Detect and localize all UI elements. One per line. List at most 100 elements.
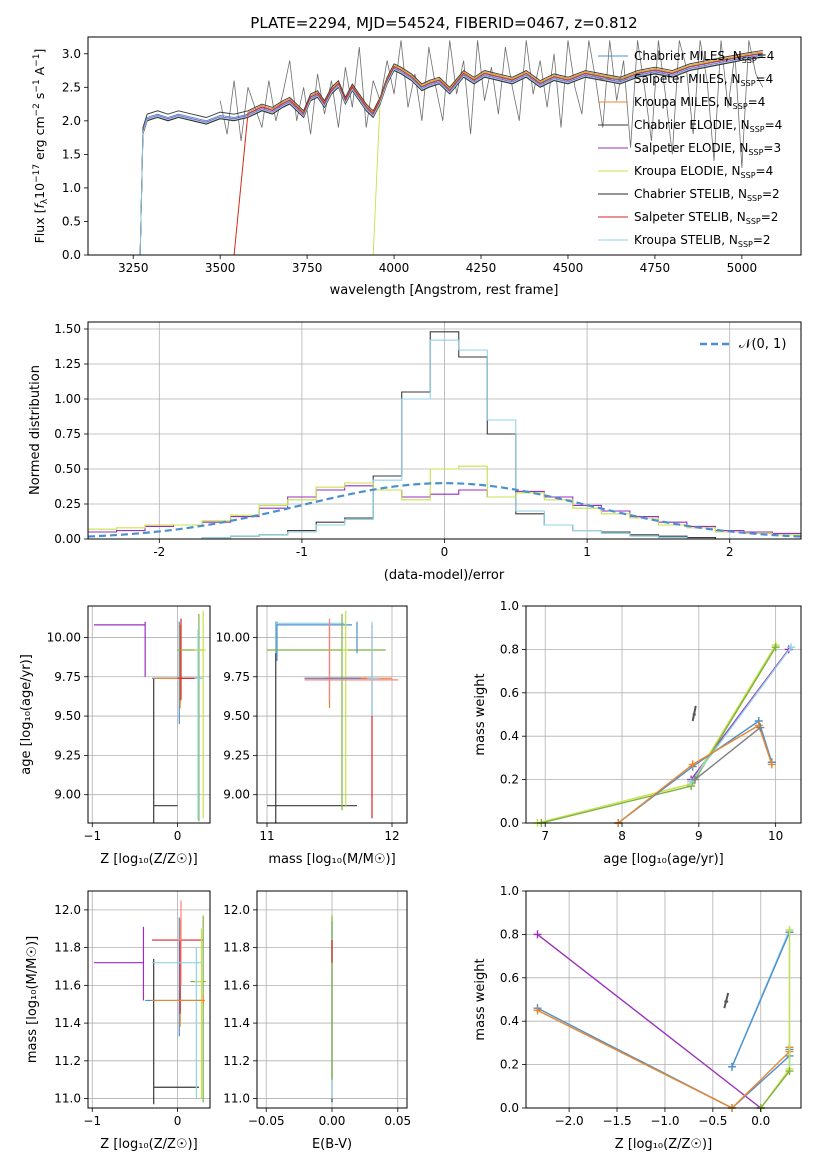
x-tick-label: 11	[259, 829, 274, 843]
spectrum-axes-frame	[87, 36, 802, 256]
y-tick-label: 0.4	[500, 1014, 519, 1028]
weight-marker	[771, 643, 780, 652]
y-tick-label: 10.00	[216, 630, 250, 644]
weight-marker	[533, 930, 542, 939]
y-tick: 2.5	[62, 80, 88, 94]
x-tick-label: 2	[726, 545, 734, 559]
x-tick-label: −1.5	[602, 1114, 631, 1128]
y-tick: 11.0	[223, 1092, 257, 1106]
weight-marker	[756, 723, 765, 732]
spectrum-plot-area	[94, 40, 764, 255]
weight-line	[694, 726, 761, 781]
legend-entry: Salpeter MILES, NSSP=4	[634, 72, 773, 88]
age-vs-mass-x-label: mass [log₁₀(M/M☉)]	[268, 852, 395, 867]
y-tick-label: 9.50	[54, 709, 81, 723]
x-tick: 0.05	[384, 1108, 411, 1128]
y-tick-label: 9.00	[54, 788, 81, 802]
y-tick: 11.8	[223, 941, 257, 955]
x-tick-label: 4000	[379, 261, 410, 275]
y-tick: 1.0	[500, 599, 526, 613]
legend-subscript: SSP	[750, 125, 765, 134]
y-tick-label: 1.00	[54, 392, 81, 406]
x-tick-label: −0.5	[698, 1114, 727, 1128]
y-tick-label: 12.0	[223, 903, 250, 917]
y-tick-label: 9.25	[54, 748, 81, 762]
mass-vs-Z-y-ticks: 11.0 11.2 11.4 11.6 11.8 12.0	[54, 903, 88, 1106]
age-vs-Z-axes-frame	[87, 605, 211, 824]
weight-marker	[767, 760, 776, 769]
x-tick: −1.5	[602, 1108, 632, 1128]
y-tick: 11.4	[223, 1016, 257, 1030]
y-tick: 9.75	[223, 670, 257, 684]
model-spectrum-line	[94, 49, 763, 255]
y-tick: 9.50	[223, 709, 257, 723]
x-tick: 0	[174, 1108, 181, 1128]
y-tick: 0.0	[62, 248, 88, 262]
x-tick-label: 3250	[118, 261, 149, 275]
y-tick: 1.0	[62, 181, 88, 195]
y-tick-label: 9.00	[223, 788, 250, 802]
age-vs-mass-axes-frame	[256, 605, 408, 824]
residuals-y-ticks: 0.00 0.25 0.50 0.75 1.00 1.25 1.50	[54, 322, 88, 546]
y-tick-label: 10.00	[47, 630, 81, 644]
age-vs-Z-grid	[88, 606, 210, 823]
age-vs-mass-grid	[257, 606, 407, 823]
x-tick: 1	[583, 539, 591, 559]
x-tick: 11	[259, 823, 275, 843]
weight-line	[760, 930, 791, 1109]
y-tick: 1.0	[500, 884, 526, 898]
legend-value: =4	[757, 49, 775, 63]
y-tick-label: 11.6	[54, 978, 81, 992]
x-tick: 4250	[466, 255, 496, 275]
x-tick-label: 3500	[205, 261, 236, 275]
legend-value: =4	[765, 118, 783, 132]
age-vs-Z-y-label: age [log₁₀(age/yr)]	[19, 654, 34, 775]
age-vs-mass-x-ticks: 11 12	[259, 823, 400, 843]
y-tick-label: 12.0	[54, 903, 81, 917]
y-tick: 3.0	[62, 47, 88, 61]
y-tick: 0.4	[500, 1014, 526, 1028]
y-tick-label: 0.50	[54, 462, 81, 476]
y-tick-label: 11.4	[54, 1016, 81, 1030]
y-tick: 0.2	[500, 1058, 526, 1072]
massweight-vs-Z-y-ticks: 0.0 0.2 0.4 0.6 0.8 1.0	[500, 884, 526, 1115]
age-vs-mass-plot-area	[267, 610, 399, 823]
weight-line	[541, 646, 777, 824]
y-tick-label: 1.50	[54, 322, 81, 336]
legend-entry: Chabrier MILES, NSSP=4	[634, 49, 774, 65]
y-tick: 11.6	[223, 978, 257, 992]
x-tick: 9	[695, 823, 703, 843]
x-tick-label: 1	[583, 545, 591, 559]
x-tick-label: -2	[153, 545, 165, 559]
legend-entry: Salpeter STELIB, NSSP=2	[634, 210, 778, 226]
legend-value: =4	[756, 72, 774, 86]
x-tick-label: 0.0	[751, 1114, 770, 1128]
mass-vs-EBV-x-label: E(B-V)	[312, 1137, 352, 1152]
y-tick: 1.5	[62, 147, 88, 161]
legend-entry: Kroupa STELIB, NSSP=2	[634, 233, 771, 249]
x-tick-label: −2.0	[555, 1114, 584, 1128]
legend-value: =4	[748, 95, 766, 109]
age-vs-mass-panel: 11 12 9.00 9.25 9.50 9.75 10.00 mass [log₁₀(M/M…	[216, 605, 408, 867]
massweight-vs-Z-axes-frame	[525, 890, 802, 1109]
weight-line	[760, 1070, 791, 1109]
normal-legend-label: 𝒩(0, 1)	[739, 337, 786, 352]
y-tick: 0.8	[500, 927, 526, 941]
x-tick-label: −1.0	[650, 1114, 679, 1128]
massweight-vs-age-axes-frame	[525, 605, 802, 824]
weight-marker	[690, 775, 699, 784]
y-tick: 10.00	[47, 630, 88, 644]
spectrum-lines	[94, 40, 764, 255]
weight-line	[537, 1009, 791, 1109]
mass-vs-Z-panel: −1 0 11.0 11.2 11.4 11.6 11.8 12.0 Z [log₁₀(Z/Z☉…	[25, 890, 211, 1152]
x-tick: 0.00	[319, 1108, 345, 1128]
weight-marker	[785, 1067, 794, 1076]
legend-entry: Kroupa ELODIE, NSSP=4	[634, 164, 773, 180]
x-tick: 4500	[553, 255, 583, 275]
spectrum-legend: Chabrier MILES, NSSP=4 Salpeter MILES, NS…	[598, 49, 782, 249]
error-marker	[691, 705, 697, 722]
residuals-y-label: Normed distribution	[28, 365, 43, 495]
x-tick-label: -1	[296, 545, 308, 559]
x-tick: 3500	[205, 255, 236, 275]
legend-subscript: SSP	[748, 148, 763, 157]
